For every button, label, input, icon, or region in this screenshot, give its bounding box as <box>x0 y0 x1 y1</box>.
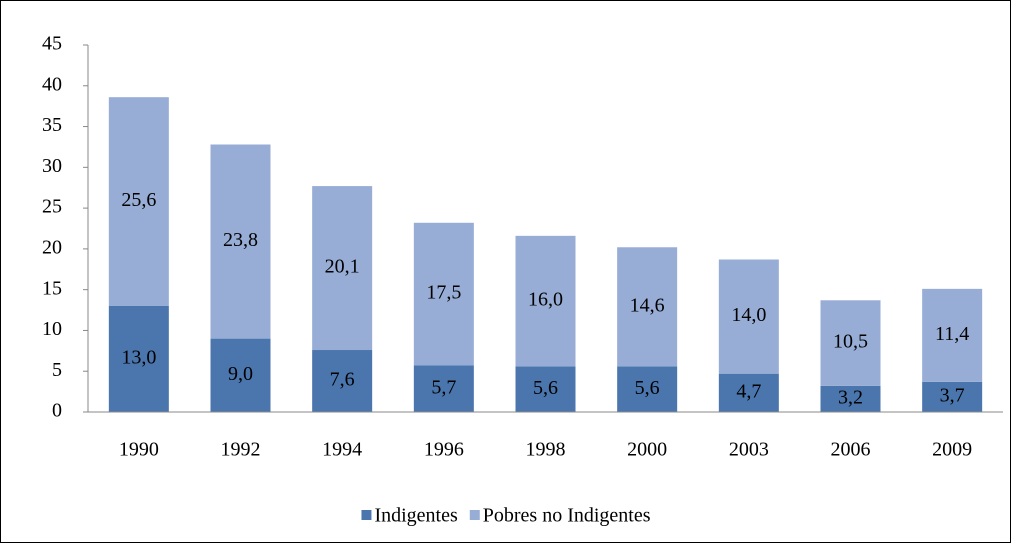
data-label: 7,6 <box>330 369 355 391</box>
legend-label: Indigentes <box>374 505 458 527</box>
bar-segment <box>617 247 678 367</box>
data-label: 3,7 <box>940 385 965 407</box>
x-tick-label: 2000 <box>627 439 667 461</box>
bar-segment <box>922 381 983 412</box>
bar-segment <box>515 235 576 367</box>
bar-segment <box>413 222 474 366</box>
data-label: 23,8 <box>223 229 258 251</box>
bar-segment <box>820 385 881 412</box>
bar-segment <box>312 186 373 351</box>
legend-swatch <box>469 510 480 520</box>
legend-item: Pobres no Indigentes <box>469 505 651 527</box>
y-tick-label: 30 <box>42 155 62 177</box>
data-label: 9,0 <box>228 363 253 385</box>
bar-segment <box>922 288 983 382</box>
legend-item: Indigentes <box>361 505 458 527</box>
data-label: 13,0 <box>121 347 156 369</box>
x-tick-label: 2006 <box>831 439 871 461</box>
data-label: 11,4 <box>935 323 969 345</box>
bar-segment <box>108 97 169 306</box>
x-tick-label: 1992 <box>221 439 261 461</box>
bar-segment <box>617 366 678 412</box>
bar-segment <box>718 373 779 412</box>
data-label: 5,6 <box>533 377 558 399</box>
y-tick-label: 0 <box>52 400 62 422</box>
bar-segment <box>108 305 169 412</box>
data-label: 14,0 <box>731 304 766 326</box>
data-label: 17,5 <box>426 282 461 304</box>
x-tick-label: 1996 <box>424 439 464 461</box>
bar-segment <box>515 366 576 412</box>
data-label: 14,6 <box>630 294 665 316</box>
y-tick-label: 40 <box>42 73 62 95</box>
bar-segment <box>312 350 373 412</box>
bar-segment <box>210 144 271 339</box>
y-tick-label: 45 <box>42 33 62 55</box>
x-tick-label: 1998 <box>526 439 566 461</box>
data-label: 5,6 <box>635 377 660 399</box>
legend-label: Pobres no Indigentes <box>483 505 651 527</box>
bar-segment <box>413 365 474 412</box>
y-tick-label: 35 <box>42 114 62 136</box>
y-tick-label: 10 <box>42 318 62 340</box>
data-label: 3,2 <box>838 387 863 409</box>
y-tick-label: 20 <box>42 236 62 258</box>
data-label: 4,7 <box>736 380 761 402</box>
y-tick-label: 15 <box>42 277 62 299</box>
x-tick-label: 1990 <box>119 439 159 461</box>
x-tick-label: 1994 <box>322 439 362 461</box>
bar-segment <box>718 259 779 374</box>
bar-segment <box>820 300 881 386</box>
legend-swatch <box>361 510 372 520</box>
data-label: 20,1 <box>325 256 360 278</box>
y-tick-label: 5 <box>52 359 62 381</box>
data-label: 5,7 <box>431 376 456 398</box>
data-label: 25,6 <box>121 189 156 211</box>
data-label: 16,0 <box>528 289 563 311</box>
x-tick-label: 2003 <box>729 439 769 461</box>
y-tick-label: 25 <box>42 196 62 218</box>
data-label: 10,5 <box>833 331 868 353</box>
bar-segment <box>210 338 271 412</box>
x-tick-label: 2009 <box>932 439 972 461</box>
